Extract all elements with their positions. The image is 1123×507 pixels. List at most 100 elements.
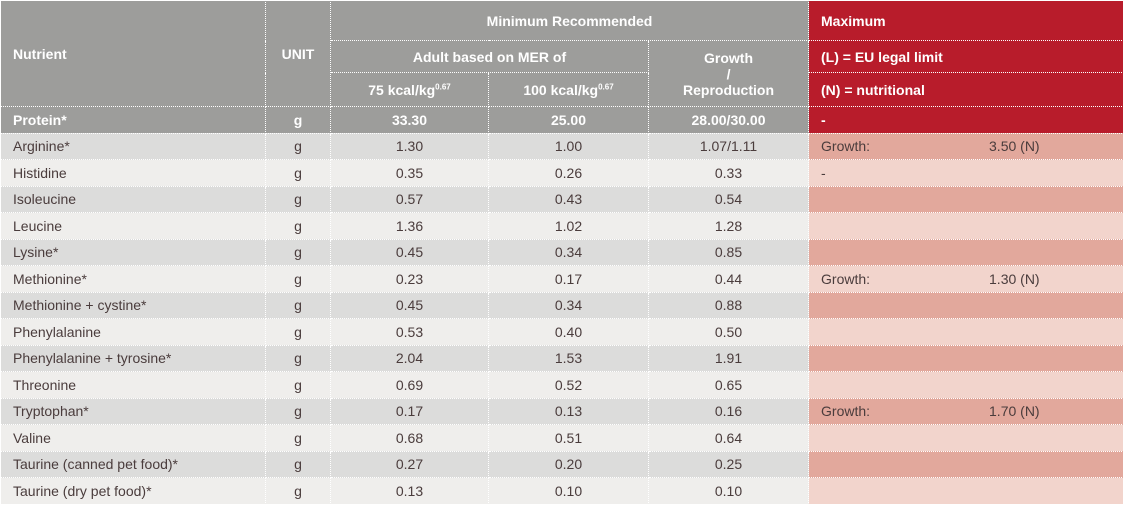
unit: g xyxy=(265,450,331,478)
nutrient-name: Tryptophan* xyxy=(0,397,266,425)
growth-value: 0.65 xyxy=(647,371,810,399)
adult-75: 0.69 xyxy=(330,371,489,399)
nutrient-name: Valine xyxy=(0,424,266,452)
maximum-cell xyxy=(808,371,1123,399)
maximum-cell xyxy=(808,238,1123,266)
max-value: 1.70 (N) xyxy=(989,403,1040,420)
maximum-cell xyxy=(808,318,1123,346)
adult-100: 0.34 xyxy=(488,291,649,319)
adult-100: 1.00 xyxy=(488,132,649,160)
max-value: 3.50 (N) xyxy=(989,138,1040,155)
maximum-cell xyxy=(808,344,1123,372)
unit: g xyxy=(265,371,331,399)
growth-value: 28.00/30.00 xyxy=(647,106,810,134)
adult-75: 0.13 xyxy=(330,477,489,505)
nutrient-name: Leucine xyxy=(0,212,266,240)
growth-value: 0.85 xyxy=(647,238,810,266)
growth-value: 1.91 xyxy=(647,344,810,372)
header-nutritional: (N) = nutritional xyxy=(808,72,1123,107)
maximum-cell: - xyxy=(808,106,1123,134)
maximum-cell xyxy=(808,477,1123,505)
unit: g xyxy=(265,106,331,134)
table-row: Taurine (canned pet food)* g 0.27 0.20 0… xyxy=(0,450,1123,478)
unit: g xyxy=(265,344,331,372)
nutrient-name: Phenylalanine xyxy=(0,318,266,346)
table-row: Phenylalanine + tyrosine* g 2.04 1.53 1.… xyxy=(0,344,1123,372)
adult-75: 1.36 xyxy=(330,212,489,240)
table-row: Taurine (dry pet food)* g 0.13 0.10 0.10 xyxy=(0,477,1123,505)
adult-100: 0.51 xyxy=(488,424,649,452)
nutrient-name: Taurine (dry pet food)* xyxy=(0,477,266,505)
max-label: - xyxy=(821,164,826,181)
nutrient-name: Methionine* xyxy=(0,265,266,293)
growth-value: 0.10 xyxy=(647,477,810,505)
table-row: Protein* g 33.30 25.00 28.00/30.00 - xyxy=(0,106,1123,134)
growth-value: 0.25 xyxy=(647,450,810,478)
maximum-cell xyxy=(808,450,1123,478)
nutrient-name: Threonine xyxy=(0,371,266,399)
table-row: Methionine* g 0.23 0.17 0.44 Growth: 1.30… xyxy=(0,265,1123,293)
adult-75: 1.30 xyxy=(330,132,489,160)
adult-100: 0.26 xyxy=(488,159,649,187)
maximum-cell xyxy=(808,424,1123,452)
adult-100: 0.34 xyxy=(488,238,649,266)
table-row: Valine g 0.68 0.51 0.64 xyxy=(0,424,1123,452)
adult-100: 0.20 xyxy=(488,450,649,478)
maximum-cell xyxy=(808,212,1123,240)
max-label: Growth: xyxy=(821,270,871,287)
unit: g xyxy=(265,132,331,160)
table-row: Arginine* g 1.30 1.00 1.07/1.11 Growth: 3… xyxy=(0,132,1123,160)
header-unit: UNIT xyxy=(265,0,331,107)
growth-value: 0.88 xyxy=(647,291,810,319)
header-100kcal: 100 kcal/kg0.67 xyxy=(488,72,649,107)
nutrient-name: Histidine xyxy=(0,159,266,187)
table-row: Phenylalanine g 0.53 0.40 0.50 xyxy=(0,318,1123,346)
header-75kcal: 75 kcal/kg0.67 xyxy=(330,72,489,107)
adult-75: 0.68 xyxy=(330,424,489,452)
adult-75: 0.17 xyxy=(330,397,489,425)
adult-100: 1.02 xyxy=(488,212,649,240)
header-nutrient: Nutrient xyxy=(0,0,266,107)
adult-100: 0.17 xyxy=(488,265,649,293)
adult-75: 0.45 xyxy=(330,291,489,319)
adult-100: 0.52 xyxy=(488,371,649,399)
maximum-cell: Growth: 3.50 (N) xyxy=(808,132,1123,160)
adult-75: 0.45 xyxy=(330,238,489,266)
adult-100: 0.40 xyxy=(488,318,649,346)
growth-value: 0.50 xyxy=(647,318,810,346)
adult-100: 25.00 xyxy=(488,106,649,134)
maximum-cell xyxy=(808,291,1123,319)
maximum-cell: Growth: 1.30 (N) xyxy=(808,265,1123,293)
maximum-cell xyxy=(808,185,1123,213)
adult-75: 0.27 xyxy=(330,450,489,478)
nutrient-name: Protein* xyxy=(0,106,266,134)
table-row: Lysine* g 0.45 0.34 0.85 xyxy=(0,238,1123,266)
growth-value: 1.28 xyxy=(647,212,810,240)
unit: g xyxy=(265,291,331,319)
growth-value: 0.54 xyxy=(647,185,810,213)
growth-value: 0.16 xyxy=(647,397,810,425)
adult-100: 0.13 xyxy=(488,397,649,425)
header-adult: Adult based on MER of xyxy=(330,40,649,73)
unit: g xyxy=(265,159,331,187)
growth-value: 0.64 xyxy=(647,424,810,452)
unit: g xyxy=(265,318,331,346)
adult-75: 0.53 xyxy=(330,318,489,346)
table-row: Histidine g 0.35 0.26 0.33 - xyxy=(0,159,1123,187)
table-row: Isoleucine g 0.57 0.43 0.54 xyxy=(0,185,1123,213)
adult-75: 0.57 xyxy=(330,185,489,213)
adult-75: 0.35 xyxy=(330,159,489,187)
growth-value: 1.07/1.11 xyxy=(647,132,810,160)
adult-100: 1.53 xyxy=(488,344,649,372)
growth-value: 0.33 xyxy=(647,159,810,187)
max-value: 1.30 (N) xyxy=(989,270,1040,287)
nutrient-name: Taurine (canned pet food)* xyxy=(0,450,266,478)
header-min-recommended: Minimum Recommended xyxy=(329,0,810,41)
table-row: Threonine g 0.69 0.52 0.65 xyxy=(0,371,1123,399)
unit: g xyxy=(265,185,331,213)
unit: g xyxy=(265,238,331,266)
unit: g xyxy=(265,424,331,452)
max-label: - xyxy=(821,111,826,128)
unit: g xyxy=(265,265,331,293)
